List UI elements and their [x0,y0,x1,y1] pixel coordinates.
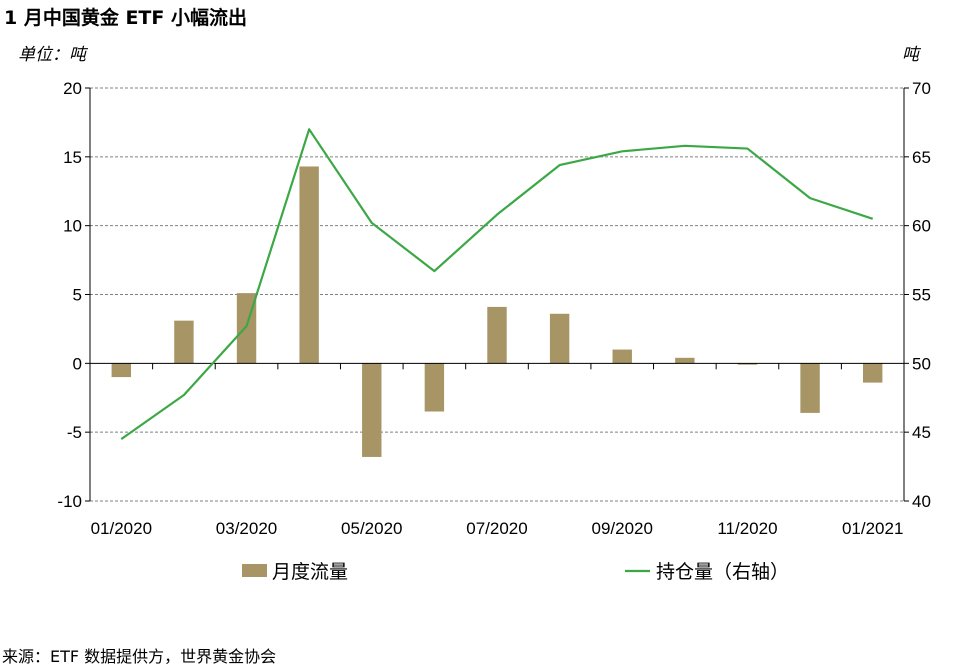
y-left-tick-label: 20 [63,79,82,98]
y-left-tick-label: -5 [67,423,82,442]
y-right-tick-label: 55 [912,286,931,305]
x-tick-label: 01/2021 [842,519,903,538]
y-right-tick-label: 50 [912,354,931,373]
bar [299,166,319,364]
legend-label-bar: 月度流量 [272,561,348,583]
source-note: 来源：ETF 数据提供方，世界黄金协会 [2,647,277,666]
chart-title: 1 月中国黄金 ETF 小幅流出 [4,7,247,29]
bar [675,357,695,364]
y-left-tick-label: 0 [73,354,82,373]
bar [487,306,507,364]
y-right-tick-label: 70 [912,79,931,98]
y-left-tick-label: 15 [63,148,82,167]
legend-label-line: 持仓量（右轴） [656,561,789,583]
bar [174,320,194,364]
bar [424,363,445,412]
x-tick-label: 05/2020 [341,519,402,538]
bar [800,363,820,413]
bar [362,363,382,457]
bar [549,313,570,364]
bar [737,363,758,365]
right-axis-unit: 吨 [902,45,919,65]
y-left-tick-label: 10 [63,217,82,236]
x-tick-label: 11/2020 [717,519,777,538]
bar [862,363,883,383]
y-right-tick-label: 65 [912,148,931,167]
left-axis-unit: 单位：吨 [18,45,86,65]
x-tick-label: 07/2020 [466,519,527,538]
y-left-tick-label: 5 [73,286,82,305]
x-tick-label: 01/2020 [91,519,152,538]
holdings-line [120,128,874,440]
y-right-tick-label: 40 [912,492,931,511]
legend-swatch-bar [242,564,267,577]
bar [111,363,132,378]
y-right-tick-label: 45 [912,423,931,442]
y-right-tick-label: 60 [912,217,931,236]
x-tick-label: 09/2020 [592,519,653,538]
chart-svg: -10 -5 0 5 10 15 20 40 45 50 55 60 65 70 01/2020 03/202… [57,79,931,583]
x-tick-label: 03/2020 [216,519,277,538]
y-left-tick-label: -10 [57,492,82,511]
bar [612,349,632,364]
